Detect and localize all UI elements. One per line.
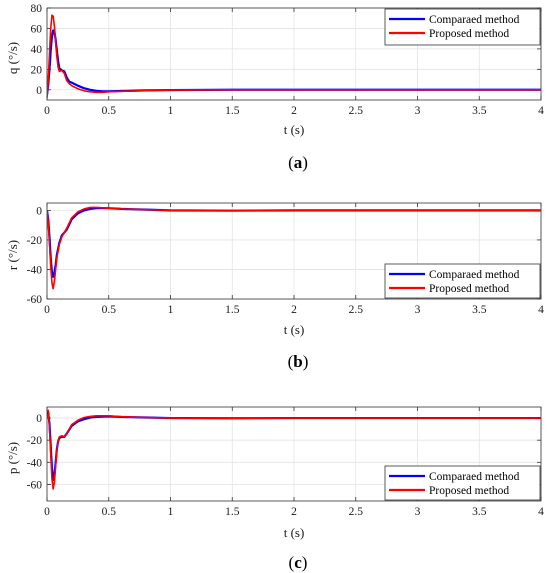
series-line-proposed-method [47, 14, 541, 99]
x-tick-label: 2.5 [349, 304, 364, 316]
x-tick-label: 3 [415, 105, 421, 117]
x-tick-label: 3.5 [472, 105, 487, 117]
y-tick-label: -20 [27, 435, 43, 447]
x-tick-label: 2 [291, 105, 297, 117]
legend: Comparaed method Proposed method [384, 263, 541, 299]
y-tick-label: 40 [31, 44, 43, 56]
y-tick-label: -40 [27, 264, 43, 276]
x-tick-label: 2.5 [349, 506, 364, 518]
y-tick-label: 80 [31, 3, 43, 15]
x-tick-label: 4 [538, 105, 544, 117]
y-axis-label: r (°/s) [5, 240, 20, 270]
panel-caption: (b) [288, 352, 309, 371]
x-tick-label: 2 [291, 304, 297, 316]
x-tick-label: 4 [538, 506, 544, 518]
legend-label: Comparaed method [429, 471, 520, 483]
caption-open: ( [288, 153, 294, 172]
x-tick-label: 0 [44, 105, 50, 117]
x-tick-label: 1.5 [225, 105, 240, 117]
x-tick-label: 1.5 [225, 506, 240, 518]
series-line-proposed-method [47, 409, 541, 490]
y-tick-label: 60 [31, 23, 43, 35]
caption-close: ) [302, 153, 308, 172]
caption-letter: a [294, 153, 303, 172]
y-axis-label: q (°/s) [5, 42, 20, 74]
x-axis-label: t (s) [284, 322, 305, 337]
caption-letter: c [294, 553, 302, 572]
legend-label: Proposed method [429, 283, 509, 295]
x-tick-label: 0.5 [102, 304, 117, 316]
y-tick-label: -20 [27, 235, 43, 247]
caption-close: ) [302, 553, 308, 572]
x-axis-label: t (s) [284, 525, 305, 540]
caption-close: ) [303, 352, 309, 371]
legend-label: Comparaed method [429, 14, 520, 26]
legend-label: Proposed method [429, 28, 509, 40]
y-tick-label: 0 [36, 205, 42, 217]
x-tick-label: 2 [291, 506, 297, 518]
series-line-proposed-method [47, 206, 541, 290]
y-tick-label: 20 [31, 64, 43, 76]
y-tick-label: -40 [27, 457, 43, 469]
x-tick-label: 1 [168, 105, 174, 117]
y-tick-label: -60 [27, 479, 43, 491]
x-tick-label: 0 [44, 506, 50, 518]
x-tick-label: 0.5 [102, 506, 117, 518]
x-tick-label: 1 [168, 304, 174, 316]
legend-box [384, 465, 541, 501]
panel-b: 0 0.5 1 1.5 2 2.5 3 3.5 4 0 -20 -40 -60 t (s) r (°/s) C… [5, 202, 544, 371]
legend-label: Proposed method [429, 485, 509, 497]
legend-label: Comparaed method [429, 269, 520, 281]
panel-caption: (a) [288, 153, 308, 172]
x-tick-label: 3.5 [472, 506, 487, 518]
x-tick-label: 4 [538, 304, 544, 316]
panel-c: 0 0.5 1 1.5 2 2.5 3 3.5 4 0 -20 -40 -60 t (s) p (°/s) C… [5, 406, 544, 572]
x-axis-label: t (s) [284, 122, 305, 137]
legend: Comparaed method Proposed method [384, 8, 541, 46]
legend-box [384, 263, 541, 299]
panel-caption: (c) [289, 553, 308, 572]
x-tick-label: 3.5 [472, 304, 487, 316]
y-tick-label: -60 [27, 294, 43, 306]
legend: Comparaed method Proposed method [384, 465, 541, 501]
caption-letter: b [293, 352, 302, 371]
x-tick-label: 1.5 [225, 304, 240, 316]
legend-box [384, 8, 541, 46]
caption-open: ( [288, 352, 294, 371]
x-tick-label: 2.5 [349, 105, 364, 117]
y-axis-label: p (°/s) [5, 442, 20, 474]
caption-open: ( [289, 553, 295, 572]
y-tick-label: 0 [36, 413, 42, 425]
x-tick-label: 3 [415, 506, 421, 518]
x-tick-label: 3 [415, 304, 421, 316]
y-tick-label: 0 [36, 85, 42, 97]
x-tick-label: 0 [44, 304, 50, 316]
x-tick-label: 1 [168, 506, 174, 518]
x-tick-label: 0.5 [102, 105, 117, 117]
